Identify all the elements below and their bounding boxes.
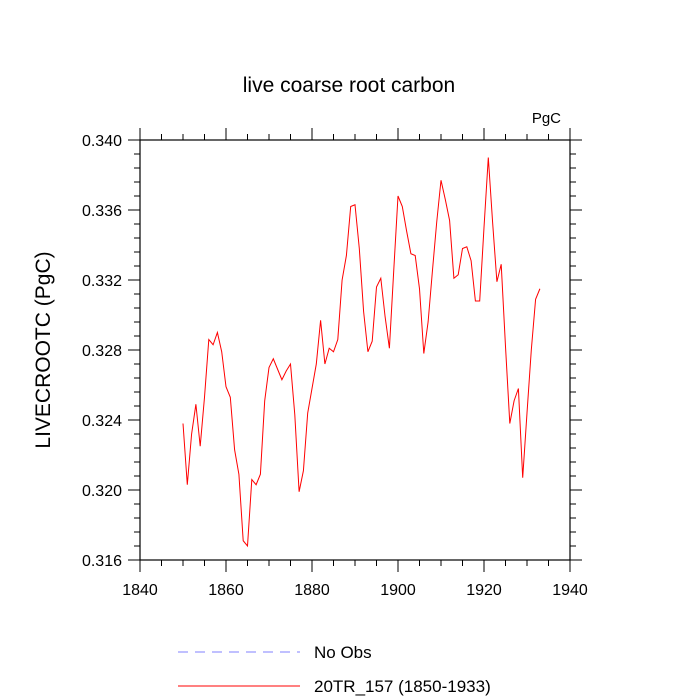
y-axis-ticks: 0.316 0.320 0.324 0.328 0.332 0.336 0.340 (82, 133, 582, 570)
y-tick-label: 0.316 (82, 553, 122, 570)
plot-frame (139, 139, 571, 561)
x-tick-label: 1940 (552, 582, 588, 599)
x-tick-label: 1880 (294, 582, 330, 599)
y-tick-label: 0.340 (82, 133, 122, 150)
series-layer (182, 157, 541, 548)
x-tick-label: 1840 (122, 582, 158, 599)
y-axis-label: LIVECROOTC (PgC) (32, 251, 55, 448)
y-tick-label: 0.324 (82, 413, 122, 430)
x-tick-label: 1860 (208, 582, 244, 599)
x-tick-label: 1900 (380, 582, 416, 599)
y-tick-label: 0.328 (82, 343, 122, 360)
legend-label: No Obs (314, 643, 372, 662)
y-tick-label: 0.320 (82, 483, 122, 500)
x-tick-label: 1920 (466, 582, 502, 599)
x-axis-ticks: 1840 1860 1880 1900 1920 1940 (122, 128, 588, 599)
y-tick-label: 0.336 (82, 203, 122, 220)
y-tick-label: 0.332 (82, 273, 122, 290)
series-line (182, 157, 541, 548)
legend-label: 20TR_157 (1850-1933) (314, 677, 491, 696)
chart-title: live coarse root carbon (243, 74, 455, 97)
units-label: PgC (532, 110, 561, 127)
legend: No Obs 20TR_157 (1850-1933) (178, 643, 491, 696)
